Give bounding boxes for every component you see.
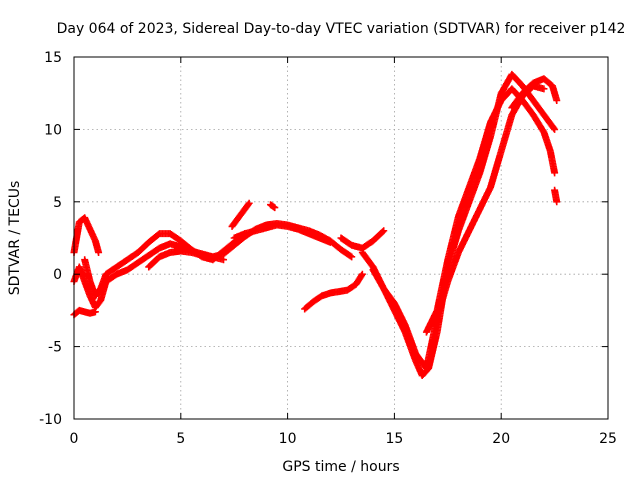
x-tick-label: 5 (176, 431, 185, 447)
y-tick-label: 10 (44, 122, 62, 138)
x-tick-label: 0 (70, 431, 79, 447)
series-arc-k (337, 227, 388, 252)
data-point (551, 125, 559, 133)
series-arc-m (369, 82, 548, 372)
y-axis-label: SDTVAR / TECUs (7, 181, 23, 296)
series-arc-c (70, 306, 99, 319)
grid-lines (74, 57, 608, 419)
y-tick-label: 0 (53, 267, 62, 283)
x-tick-label: 10 (279, 431, 297, 447)
data-point (244, 200, 252, 208)
series-arc-g (230, 221, 334, 246)
data-point (358, 270, 366, 278)
y-tick-label: 5 (53, 195, 62, 211)
data-point (553, 96, 561, 104)
data-point (380, 227, 388, 235)
data-point (346, 252, 354, 260)
chart-title: Day 064 of 2023, Sidereal Day-to-day VTE… (57, 21, 626, 37)
data-point (91, 308, 99, 316)
x-tick-label: 15 (385, 431, 403, 447)
data-point (553, 198, 561, 206)
data-point (326, 238, 334, 246)
x-tick-label: 20 (492, 431, 510, 447)
plot-frame (73, 56, 609, 420)
y-tick-label: -10 (39, 412, 62, 428)
data-point (540, 85, 548, 93)
series-arc-o (508, 75, 561, 112)
data-point (551, 169, 559, 177)
series-arc-b (70, 214, 103, 256)
data-points (70, 70, 561, 380)
series-arc-n (422, 85, 559, 336)
y-tick-label: 15 (44, 50, 62, 66)
x-axis-label: GPS time / hours (282, 459, 399, 475)
y-tick-label: -5 (48, 340, 62, 356)
series-arc-p (551, 186, 561, 206)
axis-ticks: 0 5 10 15 20 25 -10 -5 0 5 10 15 (39, 50, 617, 447)
data-point (271, 204, 279, 212)
series-arc-j (301, 270, 366, 313)
series-arc-i (267, 201, 279, 212)
data-point (95, 248, 103, 256)
data-point (358, 271, 366, 279)
data-point (379, 228, 387, 236)
data-point (348, 253, 356, 261)
series-arc-h (228, 199, 253, 230)
data-point (550, 124, 558, 132)
data-point (245, 199, 253, 207)
x-tick-label: 25 (599, 431, 617, 447)
